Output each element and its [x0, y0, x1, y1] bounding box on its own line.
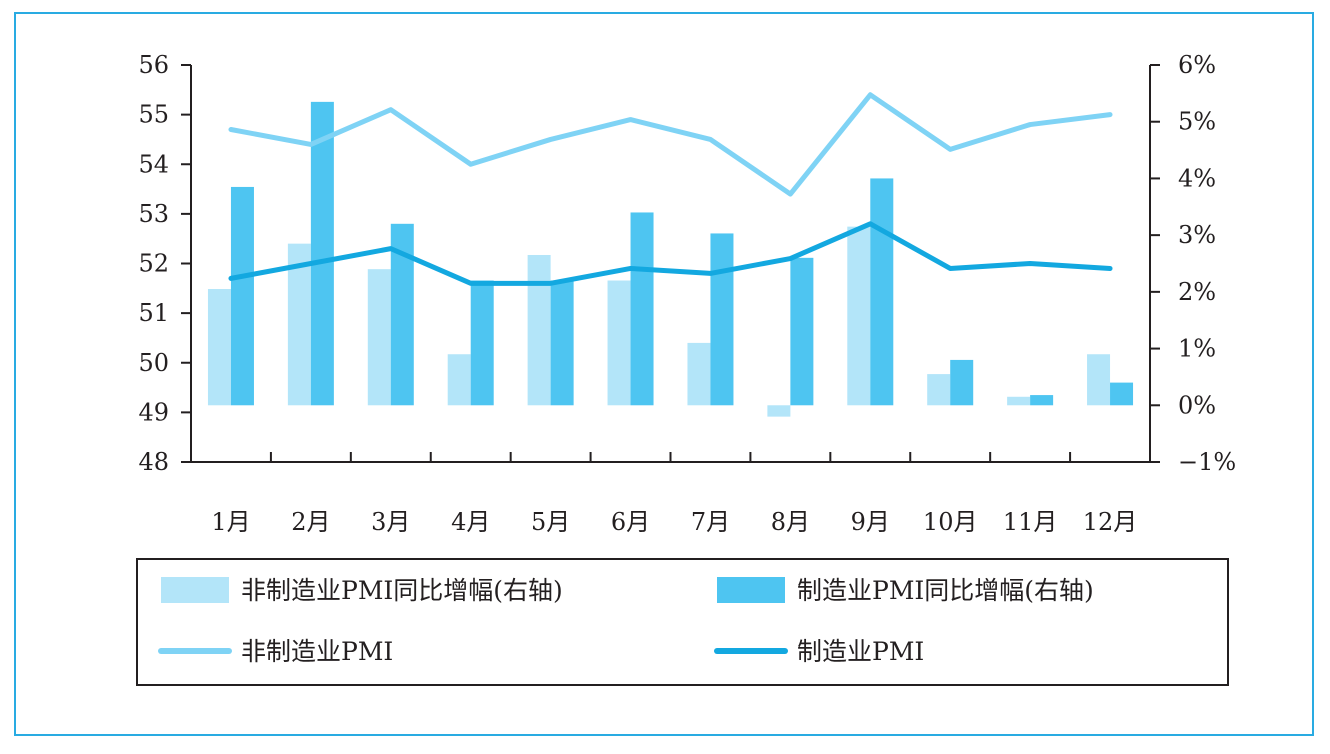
- bar-s1-7: [687, 342, 711, 406]
- bar-s1-9: [847, 226, 871, 406]
- bar-s1-11: [1007, 396, 1031, 406]
- bar-s1-2: [287, 243, 311, 406]
- legend-layer: 非制造业PMI同比增幅(右轴) 制造业PMI同比增幅(右轴) 非制造业PMI 制造业P…: [136, 558, 1229, 686]
- bar-s1-12: [1087, 354, 1111, 406]
- x-tick-label-8: 8月: [771, 508, 810, 536]
- legend-label-1: 非制造业PMI同比增幅(右轴): [241, 576, 563, 605]
- x-tick-label-7: 7月: [691, 508, 730, 536]
- bar-s1-3: [367, 269, 391, 406]
- left-tick-label-54: 54: [138, 150, 169, 178]
- left-tick-label-50: 50: [138, 349, 169, 377]
- x-tick-label-5: 5月: [531, 508, 570, 536]
- right-tick-label-2: 1%: [1178, 335, 1216, 363]
- bar-s2-4: [470, 280, 494, 406]
- bar-s1-4: [447, 354, 471, 406]
- right-tick-label-6: 5%: [1178, 108, 1216, 136]
- bar-s2-7: [710, 233, 734, 406]
- bar-s2-6: [630, 212, 654, 406]
- left-tick-label-51: 51: [138, 299, 169, 327]
- x-tick-label-12: 12月: [1083, 508, 1138, 536]
- bar-s1-6: [607, 280, 631, 406]
- bar-s2-1: [230, 186, 254, 406]
- right-tick-label-7: 6%: [1178, 51, 1216, 79]
- x-tick-label-2: 2月: [291, 508, 330, 536]
- bar-s1-10: [927, 374, 951, 406]
- legend-box: [136, 558, 1229, 686]
- axes-layer: 48 49 50 51 52 53 54 55 56 −1% 0% 1% 2% 3% 4% 5% 6% 1月 2月 3…: [138, 51, 1236, 536]
- bar-s2-9: [870, 178, 894, 406]
- legend-label-2: 制造业PMI同比增幅(右轴): [797, 576, 1094, 605]
- left-tick-label-56: 56: [138, 51, 169, 79]
- lines-layer: [228, 92, 1113, 286]
- legend-label-3: 非制造业PMI: [241, 637, 393, 666]
- mfg-pmi-line: [228, 221, 1113, 286]
- bar-s2-10: [950, 359, 974, 406]
- left-tick-label-49: 49: [138, 398, 169, 426]
- bar-s2-5: [550, 280, 574, 406]
- legend-label-4: 制造业PMI: [797, 637, 924, 666]
- left-tick-label-55: 55: [138, 101, 169, 129]
- bar-s2-12: [1110, 382, 1134, 406]
- bar-s2-3: [390, 223, 414, 406]
- legend-swatch-1: [161, 577, 229, 603]
- x-tick-label-9: 9月: [851, 508, 890, 536]
- right-tick-label-5: 4%: [1178, 164, 1216, 192]
- right-tick-label-4: 3%: [1178, 221, 1216, 249]
- bar-s1-5: [527, 254, 551, 406]
- bar-s1-1: [207, 289, 231, 406]
- bars-layer: [207, 101, 1134, 417]
- x-tick-label-1: 1月: [211, 508, 250, 536]
- left-tick-label-48: 48: [138, 448, 169, 476]
- bar-s2-2: [310, 101, 334, 406]
- left-tick-label-52: 52: [138, 250, 169, 278]
- nonmfg-pmi-line: [228, 92, 1113, 197]
- right-tick-label-1: 0%: [1178, 391, 1216, 419]
- left-tick-label-53: 53: [138, 200, 169, 228]
- bar-s2-11: [1030, 395, 1054, 406]
- x-tick-label-4: 4月: [451, 508, 490, 536]
- x-tick-label-11: 11月: [1003, 508, 1058, 536]
- right-tick-label-0: −1%: [1178, 448, 1236, 476]
- right-tick-label-3: 2%: [1178, 278, 1216, 306]
- x-tick-label-10: 10月: [923, 508, 978, 536]
- x-tick-label-6: 6月: [611, 508, 650, 536]
- bar-s1-8: [767, 405, 791, 417]
- x-tick-label-3: 3月: [371, 508, 410, 536]
- legend-swatch-2: [717, 577, 785, 603]
- bar-s2-8: [790, 257, 814, 406]
